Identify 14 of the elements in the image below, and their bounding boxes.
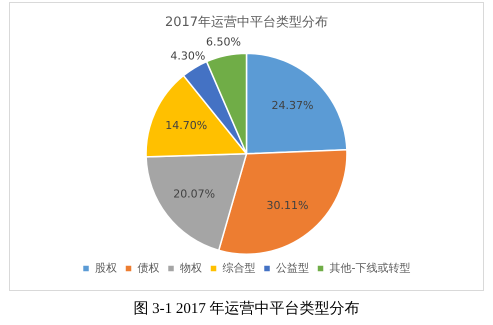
data-label: 6.50% [206, 36, 241, 49]
legend-label: 其他-下线或转型 [330, 261, 410, 274]
legend-label: 股权 [95, 261, 118, 274]
legend-label: 物权 [180, 261, 202, 274]
caption: 图 3-1 2017 年运营中平台类型分布 [132, 300, 361, 318]
data-label: 24.37% [271, 98, 314, 112]
legend-label: 债权 [138, 261, 160, 274]
chart-title: 2017年运营中平台类型分布 [164, 15, 328, 30]
data-label: 14.70% [165, 118, 208, 132]
data-label: 4.30% [170, 50, 206, 63]
data-label: 30.11% [266, 198, 308, 212]
data-label: 20.07% [173, 187, 216, 200]
legend-label: 综合型 [222, 261, 256, 274]
legend-label: 公益型 [276, 261, 310, 274]
